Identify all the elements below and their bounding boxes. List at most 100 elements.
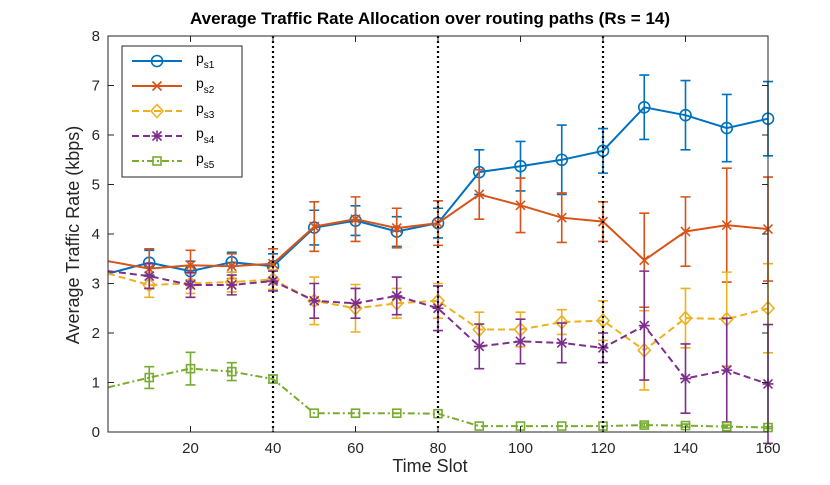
legend-entry-ps2: ps2 [132,75,215,96]
data-point [639,255,650,266]
legend-label: ps1 [196,50,215,71]
y-tick-label: 0 [92,424,100,441]
legend-entry-ps5: ps5 [132,150,215,171]
data-point [144,372,155,383]
data-point [515,200,526,211]
legend-label: ps3 [196,100,215,121]
legend-marker [150,54,164,68]
data-point [556,212,567,223]
y-tick-label: 5 [92,177,100,194]
x-tick-label: 140 [673,440,698,457]
data-point [432,302,444,314]
data-point [474,421,485,431]
data-point [514,159,527,173]
x-tick-label: 160 [755,440,780,457]
data-point [308,295,320,307]
data-point [721,364,733,376]
data-point [678,310,693,326]
data-point [639,420,650,430]
data-point [350,408,361,418]
data-point [226,366,237,377]
error-bar [639,74,650,141]
legend-label: ps4 [196,125,215,146]
y-tick-label: 1 [92,375,100,392]
legend-label-main: p [196,100,204,116]
error-bar [144,365,155,390]
legend-marker [151,130,163,142]
data-point [680,226,691,237]
legend-label-sub: s4 [204,135,215,146]
x-tick-label: 100 [508,440,533,457]
x-axis-label: Time Slot [392,456,467,476]
legend-label-sub: s3 [204,110,215,121]
data-point [391,222,402,234]
legend-entry-ps3: ps3 [132,100,215,121]
data-point [638,320,650,332]
data-point [556,421,567,431]
legend-label-sub: s1 [204,60,215,71]
data-point [720,121,734,135]
x-tick-label: 60 [347,440,364,457]
error-bar [226,361,237,382]
data-point [391,408,402,418]
legend-label-main: p [196,125,204,141]
data-point [432,218,444,229]
data-point [473,340,485,352]
y-tick-label: 4 [92,226,100,243]
y-tick-label: 7 [92,78,100,95]
series-ps2 [107,167,774,309]
y-tick-label: 2 [92,325,100,342]
data-point [226,279,238,291]
data-point [185,279,196,291]
error-bar [185,351,196,386]
series-ps5 [107,351,773,433]
chart-title: Average Traffic Rate Allocation over rou… [190,9,670,28]
legend-label-main: p [196,150,204,166]
error-bar [680,79,691,151]
x-tick-label: 20 [182,440,199,457]
y-tick-label: 6 [92,127,100,144]
legend-entry-ps1: ps1 [132,50,215,71]
error-bar [598,127,608,174]
data-point [721,220,732,231]
data-point [556,337,568,349]
legend-marker [151,80,163,92]
axes: 20 40 60 80 100 120 140 160 0 1 2 3 4 5 6 7 8 [92,28,781,457]
series-line [107,270,769,385]
legend-label-sub: s2 [204,85,215,96]
y-tick-label: 8 [92,28,100,45]
data-point [142,277,157,293]
x-tick-label: 120 [590,440,615,457]
data-point [555,153,569,167]
series-line [107,272,769,352]
data-point [391,290,403,302]
legend-entry-ps4: ps4 [132,125,215,146]
data-point [637,100,651,114]
x-tick-label: 40 [265,440,282,457]
series-ps4 [107,262,774,445]
series-ps3 [107,262,776,391]
y-tick-label: 3 [92,276,100,293]
data-point [268,374,278,384]
data-point [185,363,196,374]
legend-label-main: p [196,75,204,91]
data-point [309,221,320,232]
y-axis-label: Average Traffic Rate (kbps) [63,126,83,344]
error-bar [721,93,732,163]
data-point [515,335,526,347]
series-line [107,367,769,429]
legend-marker [152,156,162,166]
data-point [309,408,320,418]
legend-label-sub: s5 [204,160,215,171]
data-point [143,270,155,282]
data-point [226,261,237,272]
legend-label: ps5 [196,150,215,171]
data-point [680,373,691,385]
data-point [474,189,485,200]
legend-label: ps2 [196,75,215,96]
data-point [350,214,361,225]
data-point [721,421,732,432]
data-point [185,260,196,271]
